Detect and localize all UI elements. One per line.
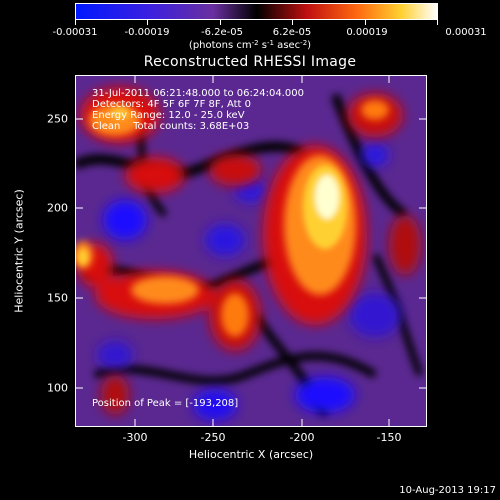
y-tick-label: 250 bbox=[47, 112, 68, 126]
image-area bbox=[75, 75, 427, 427]
x-tick-label: -250 bbox=[200, 431, 226, 444]
colorbar bbox=[75, 3, 438, 20]
colorbar-label: -0.00019 bbox=[124, 27, 170, 38]
colorbar-tick bbox=[292, 20, 293, 25]
x-tick-label: -150 bbox=[376, 431, 402, 444]
y-tick-label: 200 bbox=[47, 201, 68, 215]
y-tick-label: 150 bbox=[47, 291, 68, 305]
colorbar-tick bbox=[365, 20, 366, 25]
plot-title: Reconstructed RHESSI Image bbox=[143, 54, 357, 70]
colorbar-gradient bbox=[76, 4, 437, 19]
colorbar-tick bbox=[147, 20, 148, 25]
colorbar-label: -0.00031 bbox=[52, 27, 98, 38]
peak-position-label: Position of Peak = [-193,208] bbox=[92, 398, 239, 409]
colorbar-units: (photons cm-2 s-1 asec-2) bbox=[188, 39, 312, 51]
y-tick-label: 100 bbox=[47, 381, 68, 395]
colorbar-label: 0.00031 bbox=[445, 27, 487, 38]
colorbar-tick bbox=[75, 20, 76, 25]
reconstructed-image bbox=[75, 75, 427, 427]
colorbar-tick bbox=[437, 20, 438, 25]
x-tick-label: -300 bbox=[122, 431, 148, 444]
x-axis-label: Heliocentric X (arcsec) bbox=[188, 448, 314, 461]
energy-range-label: Energy Range: 12.0 - 25.0 keV bbox=[92, 110, 245, 121]
generated-date: 10-Aug-2013 19:17 bbox=[399, 485, 496, 496]
clean-counts-label: Clean Total counts: 3.68E+03 bbox=[92, 121, 250, 132]
x-tick-label: -200 bbox=[289, 431, 315, 444]
y-axis-label: Heliocentric Y (arcsec) bbox=[12, 189, 26, 313]
colorbar-label: 6.2e-05 bbox=[272, 27, 312, 38]
colorbar-label: -6.2e-05 bbox=[201, 27, 243, 38]
colorbar-tick bbox=[220, 20, 221, 25]
time-range-label: 31-Jul-2011 06:21:48.000 to 06:24:04.000 bbox=[92, 88, 304, 99]
detectors-label: Detectors: 4F 5F 6F 7F 8F, Att 0 bbox=[92, 99, 252, 110]
colorbar-label: 0.00019 bbox=[346, 27, 388, 38]
